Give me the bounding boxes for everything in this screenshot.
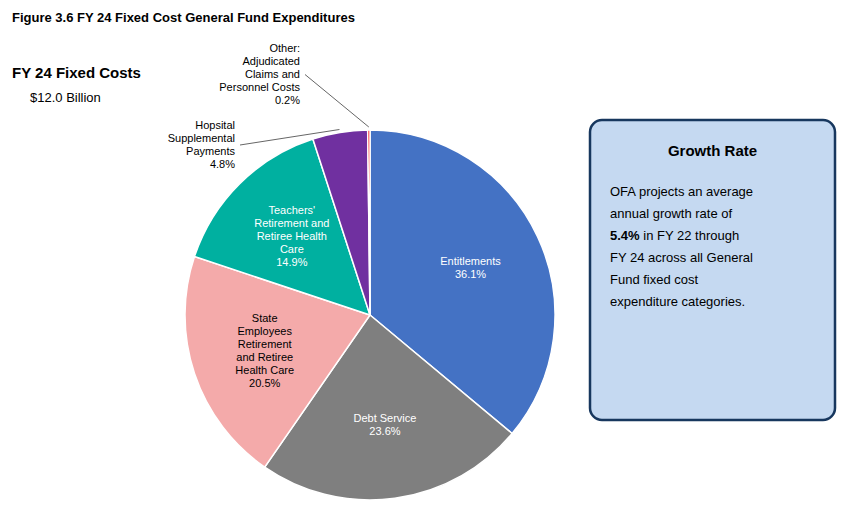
annotation-part: expenditure categories.: [610, 294, 745, 309]
subtitle: FY 24 Fixed Costs: [12, 64, 141, 81]
data-label-line: Teachers': [268, 204, 315, 216]
data-label-line: Entitlements: [440, 255, 501, 267]
leader-line: [305, 75, 369, 128]
data-label-line: Retiree Health: [257, 230, 327, 242]
annotation: OFA projects an average annual growth rat…: [610, 184, 753, 309]
data-label: Debt Service23.6%: [353, 412, 416, 437]
pie: [185, 130, 555, 500]
data-label-line: 4.8%: [210, 158, 235, 170]
data-label-line: Health Care: [235, 364, 294, 376]
annotation-part: OFA projects an average: [610, 184, 753, 199]
data-label: Other:AdjudicatedClaims andPersonnel Cos…: [219, 42, 300, 106]
chart: Figure 3.6 FY 24 Fixed Cost General Fund…: [0, 0, 851, 513]
data-label-line: Other:: [269, 42, 300, 54]
data-label-line: Payments: [186, 145, 235, 157]
data-label-line: Debt Service: [353, 412, 416, 424]
data-label: Entitlements36.1%: [440, 255, 501, 280]
data-label-line: and Retiree: [236, 351, 293, 363]
data-label-line: 20.5%: [249, 377, 280, 389]
data-label-line: Supplemental: [168, 132, 235, 144]
data-label: HopsitalSupplementalPayments4.8%: [168, 119, 236, 170]
annotation: Growth Rate: [668, 142, 757, 159]
data-label-line: Care: [280, 243, 304, 255]
data-label-line: Adjudicated: [243, 55, 301, 67]
data-label-line: State: [252, 312, 278, 324]
annotation-part: FY 24 across all General: [610, 250, 753, 265]
data-label-line: 36.1%: [455, 268, 486, 280]
annotation: $12.0 Billion: [30, 90, 101, 105]
annotation-part: annual growth rate of: [610, 206, 733, 221]
data-label-line: 23.6%: [369, 425, 400, 437]
annotation-part: in FY 22 through: [640, 228, 740, 243]
data-label-line: Retirement and: [254, 217, 329, 229]
data-label-line: Hopsital: [195, 119, 235, 131]
annotation-part: 5.4%: [610, 228, 640, 243]
leader-line: [240, 129, 339, 145]
data-label-line: 14.9%: [276, 256, 307, 268]
annotation-box-bg: [590, 120, 835, 420]
annotation-part: Fund fixed cost: [610, 272, 699, 287]
title: Figure 3.6 FY 24 Fixed Cost General Fund…: [12, 10, 355, 25]
data-label-line: Claims and: [245, 68, 300, 80]
annotation-box: Growth Rate OFA projects an average annual…: [590, 120, 835, 420]
data-labels: Entitlements36.1%Debt Service23.6%StateE…: [168, 42, 502, 437]
data-label: StateEmployeesRetirementand RetireeHealt…: [235, 312, 294, 389]
pie-slice: [368, 130, 370, 315]
data-label-line: Personnel Costs: [219, 81, 300, 93]
data-label-line: Employees: [237, 325, 292, 337]
data-label: Teachers'Retirement andRetiree HealthCar…: [254, 204, 329, 268]
data-label-line: 0.2%: [275, 94, 300, 106]
data-label-line: Retirement: [238, 338, 292, 350]
